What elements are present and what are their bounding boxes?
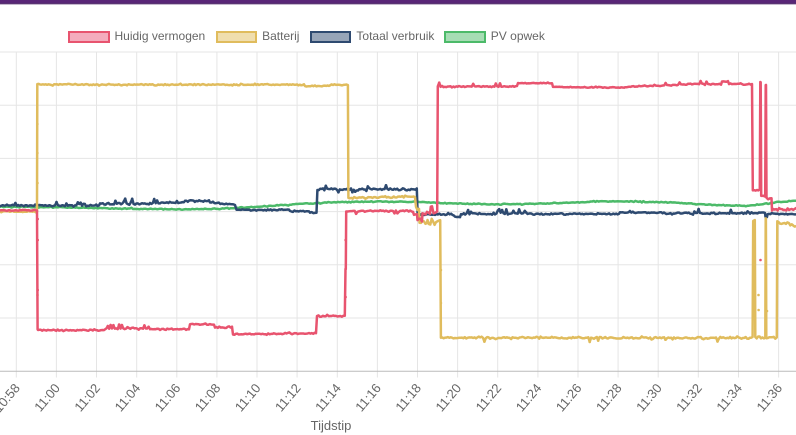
svg-text:11:14: 11:14 — [312, 381, 344, 415]
svg-text:11:28: 11:28 — [593, 381, 625, 415]
svg-text:11:22: 11:22 — [473, 381, 505, 415]
svg-text:11:02: 11:02 — [71, 381, 103, 415]
svg-text:11:10: 11:10 — [232, 381, 264, 415]
svg-text:11:32: 11:32 — [673, 381, 705, 415]
svg-text:11:18: 11:18 — [392, 381, 424, 415]
svg-text:11:30: 11:30 — [633, 381, 665, 415]
svg-text:11:36: 11:36 — [753, 381, 785, 415]
svg-text:11:00: 11:00 — [31, 381, 63, 415]
svg-text:11:12: 11:12 — [272, 381, 304, 415]
svg-text:11:26: 11:26 — [553, 381, 585, 415]
svg-text:11:08: 11:08 — [192, 381, 224, 415]
svg-text:11:16: 11:16 — [352, 381, 384, 415]
svg-text:11:04: 11:04 — [112, 381, 144, 415]
svg-text:11:34: 11:34 — [713, 381, 745, 415]
svg-text:11:20: 11:20 — [432, 381, 464, 415]
svg-text:Tijdstip: Tijdstip — [311, 418, 352, 433]
svg-text:11:24: 11:24 — [513, 381, 545, 415]
svg-text:10:58: 10:58 — [0, 381, 23, 416]
svg-text:11:06: 11:06 — [152, 381, 184, 415]
